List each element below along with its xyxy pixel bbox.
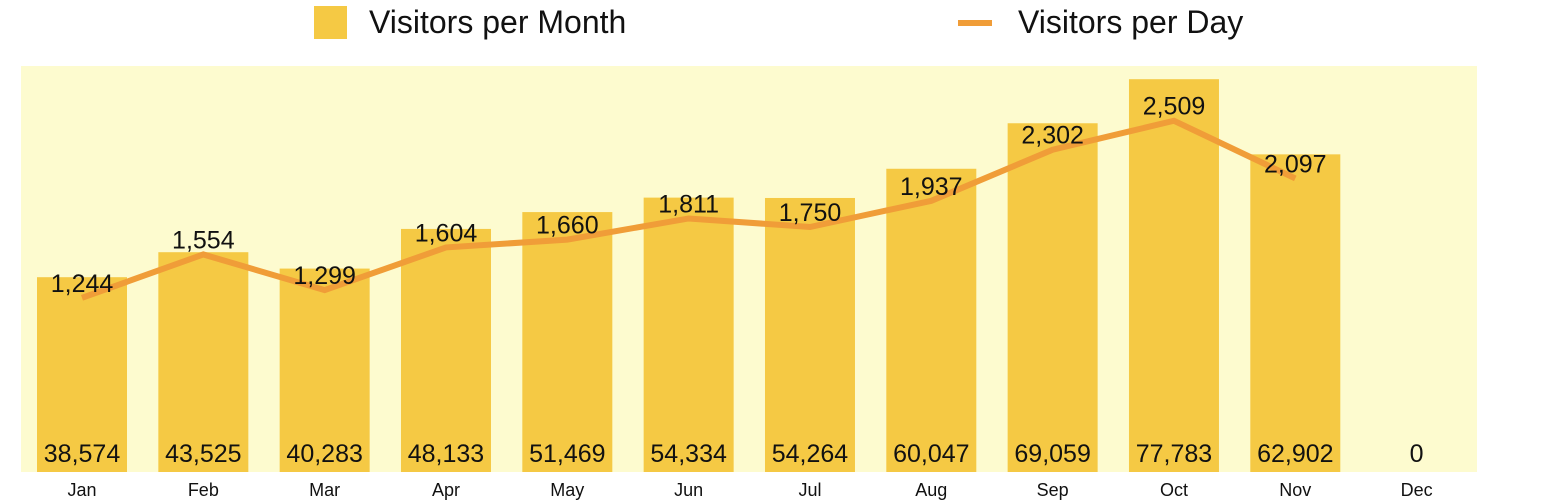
bar-swatch-icon (314, 6, 347, 39)
x-tick-label: Jun (674, 480, 704, 500)
x-tick-label: Jan (67, 480, 97, 500)
bar (279, 268, 370, 472)
line-value-label: 1,554 (172, 226, 235, 254)
x-tick-label: Dec (1400, 480, 1433, 500)
bar-value-label: 40,283 (286, 440, 362, 468)
x-tick-label: Oct (1159, 480, 1188, 500)
line-value-label: 1,750 (779, 199, 842, 227)
plot-area (21, 66, 1477, 472)
chart-legend: Visitors per Month Visitors per Day (0, 0, 1560, 50)
bar-value-label: 69,059 (1014, 440, 1090, 468)
line-value-label: 2,302 (1021, 122, 1084, 150)
x-tick-label: Nov (1279, 480, 1312, 500)
legend-label-month: Visitors per Month (369, 4, 627, 40)
line-swatch-icon (958, 19, 992, 26)
bar (158, 252, 249, 472)
bar-value-label: 51,469 (529, 440, 605, 468)
legend-item-month: Visitors per Month (314, 4, 626, 41)
bar (37, 277, 127, 472)
bar-value-label: 43,525 (165, 440, 241, 468)
bar (400, 228, 491, 472)
bar-value-label: 0 (1410, 440, 1424, 468)
line-value-label: 2,509 (1143, 93, 1206, 121)
x-tick-label: Apr (431, 480, 460, 500)
legend-label-day: Visitors per Day (1018, 4, 1244, 40)
bar (522, 212, 613, 472)
x-tick-label: Aug (915, 480, 948, 500)
line-value-label: 1,937 (900, 173, 963, 201)
bar-value-label: 38,574 (44, 440, 121, 468)
bar (643, 197, 734, 473)
line-value-label: 1,604 (415, 219, 478, 247)
bar (886, 168, 977, 473)
x-tick-label: Sep (1036, 480, 1069, 500)
bar-value-label: 54,264 (772, 440, 849, 468)
bar (1007, 123, 1098, 473)
bar (1128, 79, 1219, 472)
bar (1250, 154, 1341, 472)
day-line (80, 117, 1297, 301)
x-tick-label: Jul (798, 480, 822, 500)
line-value-label: 1,244 (51, 270, 114, 298)
line-value-label: 1,811 (658, 190, 719, 218)
legend-item-day: Visitors per Day (958, 4, 1243, 41)
bar-value-label: 48,133 (408, 440, 484, 468)
x-tick-label: Feb (187, 480, 219, 500)
bar-value-label: 54,334 (650, 440, 727, 468)
line-value-label: 2,097 (1264, 150, 1327, 178)
bar-value-label: 62,902 (1257, 440, 1333, 468)
bar (764, 197, 855, 472)
bar-value-label: 77,783 (1136, 440, 1212, 468)
line-value-label: 1,299 (293, 262, 356, 290)
bar-value-label: 60,047 (893, 440, 969, 468)
x-tick-label: Mar (309, 480, 341, 500)
line-value-label: 1,660 (536, 212, 599, 240)
x-tick-label: May (550, 480, 585, 500)
